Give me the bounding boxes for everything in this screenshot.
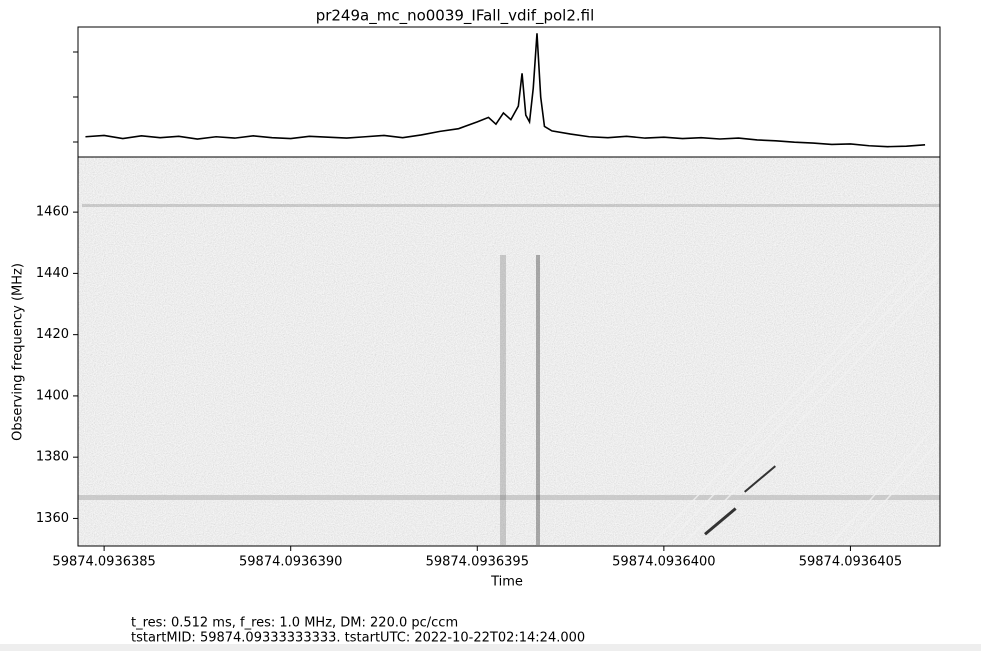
y-tick-label: 1460: [36, 205, 69, 220]
note: tstartMID: 59874.09333333333. tstartUTC:…: [131, 631, 585, 645]
y-tick-label: 1420: [36, 327, 69, 342]
y-tick-label: 1360: [36, 511, 69, 526]
profile-ticks: [73, 51, 78, 143]
x-tick-label: 59874.0936395: [426, 555, 529, 570]
rfi-band: [78, 495, 940, 500]
y-tick-label: 1440: [36, 266, 69, 281]
x-tick-label: 59874.0936385: [52, 555, 155, 570]
rfi-sweeps: [649, 239, 940, 546]
y-tick-label: 1380: [36, 450, 69, 465]
window-strip: [0, 644, 981, 651]
pulse-trace: [500, 255, 506, 545]
spectrum-features: [78, 204, 940, 546]
x-tick-label: 59874.0936405: [799, 555, 902, 570]
x-axis-label: Time: [490, 575, 523, 590]
x-tick-label: 59874.0936390: [239, 555, 342, 570]
spectrum-frame: [77, 156, 941, 547]
dynamic-spectrum: [78, 157, 940, 546]
y-tick-label: 1400: [36, 388, 69, 403]
note: t_res: 0.512 ms, f_res: 1.0 MHz, DM: 220…: [131, 616, 458, 631]
profile-line: [85, 33, 926, 148]
y-axis-label: Observing frequency (MHz): [11, 263, 26, 441]
chart-title: pr249a_mc_no0039_IFall_vdif_pol2.fil: [316, 7, 595, 26]
rfi-dots: [82, 204, 940, 536]
x-tick-label: 59874.0936400: [612, 555, 715, 570]
pulse-trace: [536, 255, 540, 545]
